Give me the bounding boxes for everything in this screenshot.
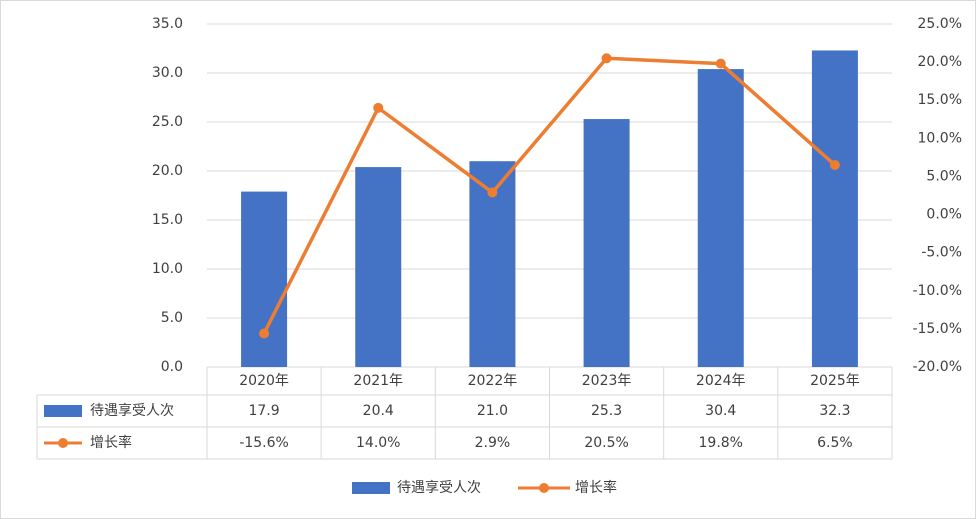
y-tick-label: 5.0 bbox=[161, 310, 183, 326]
marker bbox=[373, 102, 384, 113]
table-cell: 19.8% bbox=[699, 435, 743, 451]
marker bbox=[601, 53, 612, 64]
marker bbox=[259, 328, 270, 339]
y2-tick-label: -15.0% bbox=[912, 321, 962, 337]
table-cell: 6.5% bbox=[817, 435, 853, 451]
table-cell: 2.9% bbox=[475, 435, 511, 451]
y-tick-label: 0.0 bbox=[161, 359, 183, 375]
table-cell: 17.9 bbox=[248, 403, 279, 419]
bar bbox=[697, 69, 744, 367]
y-tick-label: 15.0 bbox=[152, 212, 183, 228]
x-tick-label: 2022年 bbox=[468, 373, 518, 389]
legend-swatch bbox=[539, 483, 549, 493]
y2-tick-label: 0.0% bbox=[926, 207, 962, 223]
y-tick-label: 20.0 bbox=[152, 163, 183, 179]
bar bbox=[241, 191, 288, 367]
y-tick-label: 10.0 bbox=[152, 261, 183, 277]
y-tick-label: 30.0 bbox=[152, 65, 183, 81]
table-cell: -15.6% bbox=[239, 435, 289, 451]
bar bbox=[811, 50, 858, 368]
legend-label: 待遇享受人次 bbox=[397, 479, 481, 496]
line bbox=[262, 56, 837, 335]
table-cell: 32.3 bbox=[819, 403, 850, 419]
table-cell: 30.4 bbox=[705, 403, 736, 419]
bar bbox=[355, 167, 402, 367]
legend-swatch bbox=[58, 438, 68, 448]
y2-tick-label: 20.0% bbox=[918, 54, 962, 70]
y2-tick-label: -10.0% bbox=[912, 283, 962, 299]
legend-swatch bbox=[44, 405, 82, 417]
y-tick-label: 35.0 bbox=[152, 16, 183, 32]
marker bbox=[487, 187, 498, 198]
table-cell: 14.0% bbox=[356, 435, 400, 451]
x-tick-label: 2020年 bbox=[239, 373, 289, 389]
x-tick-label: 2021年 bbox=[353, 373, 403, 389]
table-cell: 21.0 bbox=[477, 403, 508, 419]
table-row-label: 增长率 bbox=[90, 434, 132, 451]
table-cell: 20.4 bbox=[363, 403, 394, 419]
y2-tick-label: -5.0% bbox=[921, 245, 962, 261]
y-tick-label: 25.0 bbox=[152, 114, 183, 130]
y2-tick-label: 5.0% bbox=[926, 168, 962, 184]
x-tick-label: 2025年 bbox=[810, 373, 860, 389]
table-row-label: 待遇享受人次 bbox=[90, 402, 174, 419]
y2-tick-label: 15.0% bbox=[918, 92, 962, 108]
legend-label: 增长率 bbox=[575, 479, 617, 496]
legend-swatch bbox=[352, 482, 390, 494]
table-cell: 25.3 bbox=[591, 403, 622, 419]
y2-tick-label: 10.0% bbox=[918, 130, 962, 146]
bar bbox=[583, 119, 630, 367]
marker bbox=[829, 160, 840, 171]
y2-tick-label: -20.0% bbox=[912, 359, 962, 375]
marker bbox=[715, 58, 726, 69]
x-tick-label: 2024年 bbox=[696, 373, 746, 389]
y2-tick-label: 25.0% bbox=[918, 16, 962, 32]
table-cell: 20.5% bbox=[584, 435, 628, 451]
x-tick-label: 2023年 bbox=[582, 373, 632, 389]
